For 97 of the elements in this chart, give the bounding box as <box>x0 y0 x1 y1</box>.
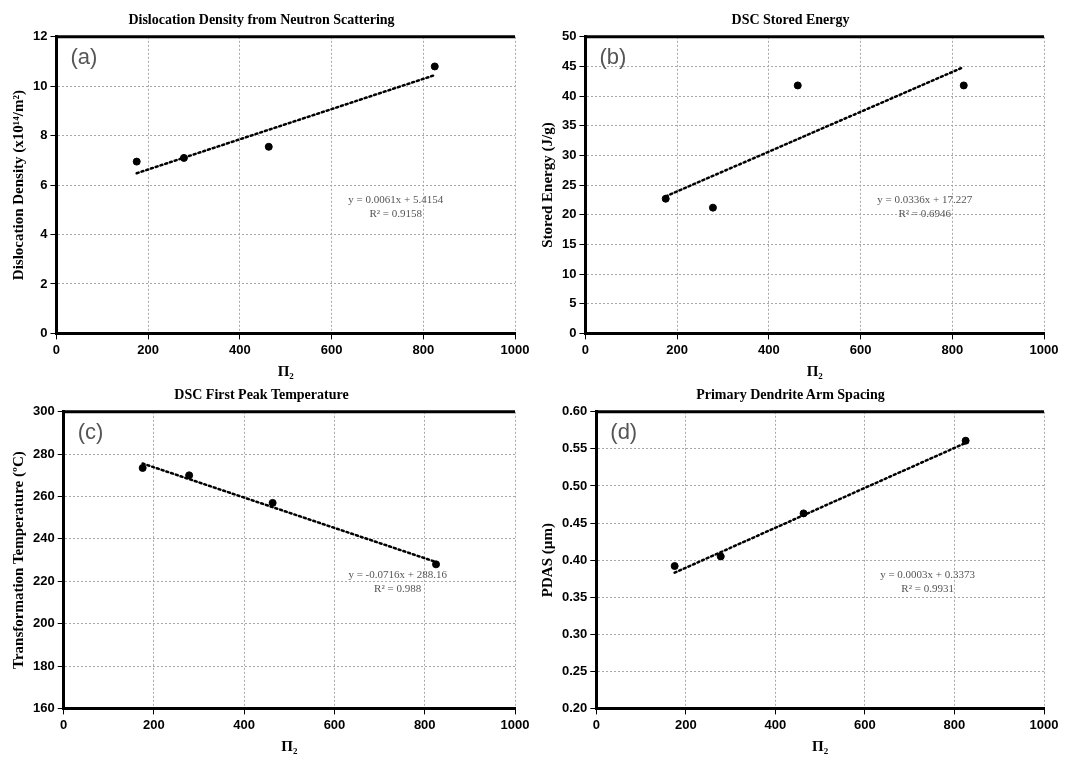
y-tick-label: 25 <box>561 176 577 192</box>
y-axis-title: Dislocation Density (x10¹⁴/m²) <box>9 90 27 281</box>
y-tick-label: 240 <box>32 530 55 546</box>
y-tick-label: 220 <box>32 572 55 588</box>
y-tick-label: 0.50 <box>561 477 588 493</box>
y-tick-label: 6 <box>40 176 48 192</box>
x-tick-label: 400 <box>758 341 780 357</box>
x-tick-label: 400 <box>233 716 256 732</box>
y-tick-label: 0.25 <box>561 662 588 678</box>
x-tick-label: 600 <box>323 716 346 732</box>
x-tick-label: 1000 <box>500 341 530 357</box>
annotation: R² = 0.9931 <box>901 581 954 594</box>
x-tick-label: 200 <box>666 341 689 357</box>
y-tick-label: 160 <box>32 699 55 715</box>
point <box>793 81 802 90</box>
y-tick-label: 35 <box>561 117 577 133</box>
point <box>138 463 147 472</box>
x-tick-label: 800 <box>943 716 966 732</box>
y-tick-label: 260 <box>32 488 55 504</box>
point <box>432 560 441 569</box>
x-tick-label: 400 <box>764 716 787 732</box>
annotation: (c) <box>77 418 104 444</box>
x-tick-label: 200 <box>143 716 165 732</box>
y-tick-label: 50 <box>561 28 577 44</box>
chart-title: DSC First Peak Temperature <box>174 387 349 403</box>
y-axis-title: Transformation Temperature (ºC) <box>9 451 27 669</box>
x-axis-title: Π₂ <box>806 362 824 379</box>
point <box>708 203 717 212</box>
y-tick-label: 0.40 <box>561 551 588 567</box>
x-tick-label: 600 <box>320 341 343 357</box>
x-tick-label: 200 <box>137 341 160 357</box>
point <box>670 562 679 571</box>
y-tick-label: 15 <box>561 236 577 251</box>
x-axis-title: Π₂ <box>277 362 295 379</box>
annotation: (b) <box>599 43 627 69</box>
annotation: y = 0.0061x + 5.4154 <box>348 192 444 205</box>
x-axis-title: Π₂ <box>281 737 298 754</box>
annotation: R² = 0.6946 <box>898 206 952 219</box>
chart-title: DSC Stored Energy <box>731 12 850 28</box>
x-tick-label: 800 <box>941 341 964 357</box>
y-tick-label: 280 <box>32 445 55 461</box>
y-tick-label: 300 <box>32 403 55 419</box>
point <box>132 157 141 166</box>
point <box>268 498 277 507</box>
x-tick-label: 600 <box>849 341 872 357</box>
point <box>961 436 970 445</box>
point <box>716 552 725 561</box>
point <box>264 142 273 151</box>
x-axis-title: Π₂ <box>812 737 829 754</box>
x-tick-label: 400 <box>229 341 251 357</box>
y-tick-label: 10 <box>32 77 48 93</box>
y-tick-label: 8 <box>40 127 48 143</box>
y-tick-label: 45 <box>561 58 577 74</box>
y-axis-title: Stored Energy (J/g) <box>538 122 556 248</box>
x-tick-label: 1000 <box>1029 716 1059 732</box>
chart-title: Primary Dendrite Arm Spacing <box>696 387 885 403</box>
annotation: (d) <box>610 418 638 444</box>
point <box>661 194 670 203</box>
x-tick-label: 200 <box>674 716 697 732</box>
y-tick-label: 0 <box>569 324 577 340</box>
x-tick-label: 800 <box>412 341 435 357</box>
y-tick-label: 12 <box>32 28 48 44</box>
point <box>959 81 968 90</box>
y-tick-label: 200 <box>32 615 55 631</box>
point <box>430 62 439 71</box>
annotation: R² = 0.988 <box>374 581 422 594</box>
y-tick-label: 0.45 <box>561 514 588 530</box>
annotation: y = -0.0716x + 288.16 <box>348 567 448 580</box>
point <box>179 153 188 162</box>
y-tick-label: 0.30 <box>561 625 588 641</box>
x-tick-label: 1000 <box>500 716 530 732</box>
y-tick-label: 0.60 <box>561 403 588 419</box>
annotation: R² = 0.9158 <box>369 206 423 219</box>
y-tick-label: 40 <box>561 87 577 103</box>
y-tick-label: 0.55 <box>561 440 588 456</box>
point <box>185 471 194 480</box>
x-tick-label: 0 <box>60 716 68 732</box>
chart-title: Dislocation Density from Neutron Scattering <box>128 12 395 28</box>
y-tick-label: 5 <box>569 295 577 311</box>
annotation: (a) <box>70 43 98 69</box>
annotation: y = 0.0003x + 0.3373 <box>880 567 976 580</box>
y-tick-label: 180 <box>32 657 55 673</box>
y-tick-label: 0 <box>40 324 48 340</box>
y-tick-label: 4 <box>40 226 49 242</box>
x-tick-label: 600 <box>854 716 876 732</box>
y-tick-label: 2 <box>40 275 48 291</box>
y-tick-label: 0.20 <box>561 699 588 715</box>
y-tick-label: 10 <box>561 265 577 281</box>
y-tick-label: 0.35 <box>561 588 588 604</box>
y-tick-label: 30 <box>561 147 577 163</box>
y-axis-title: PDAS (µm) <box>538 523 556 598</box>
x-tick-label: 1000 <box>1029 341 1059 357</box>
y-tick-label: 20 <box>561 206 577 222</box>
x-tick-label: 800 <box>413 716 436 732</box>
x-tick-label: 0 <box>592 716 600 732</box>
annotation: y = 0.0336x + 17.227 <box>877 192 973 205</box>
point <box>799 509 808 518</box>
